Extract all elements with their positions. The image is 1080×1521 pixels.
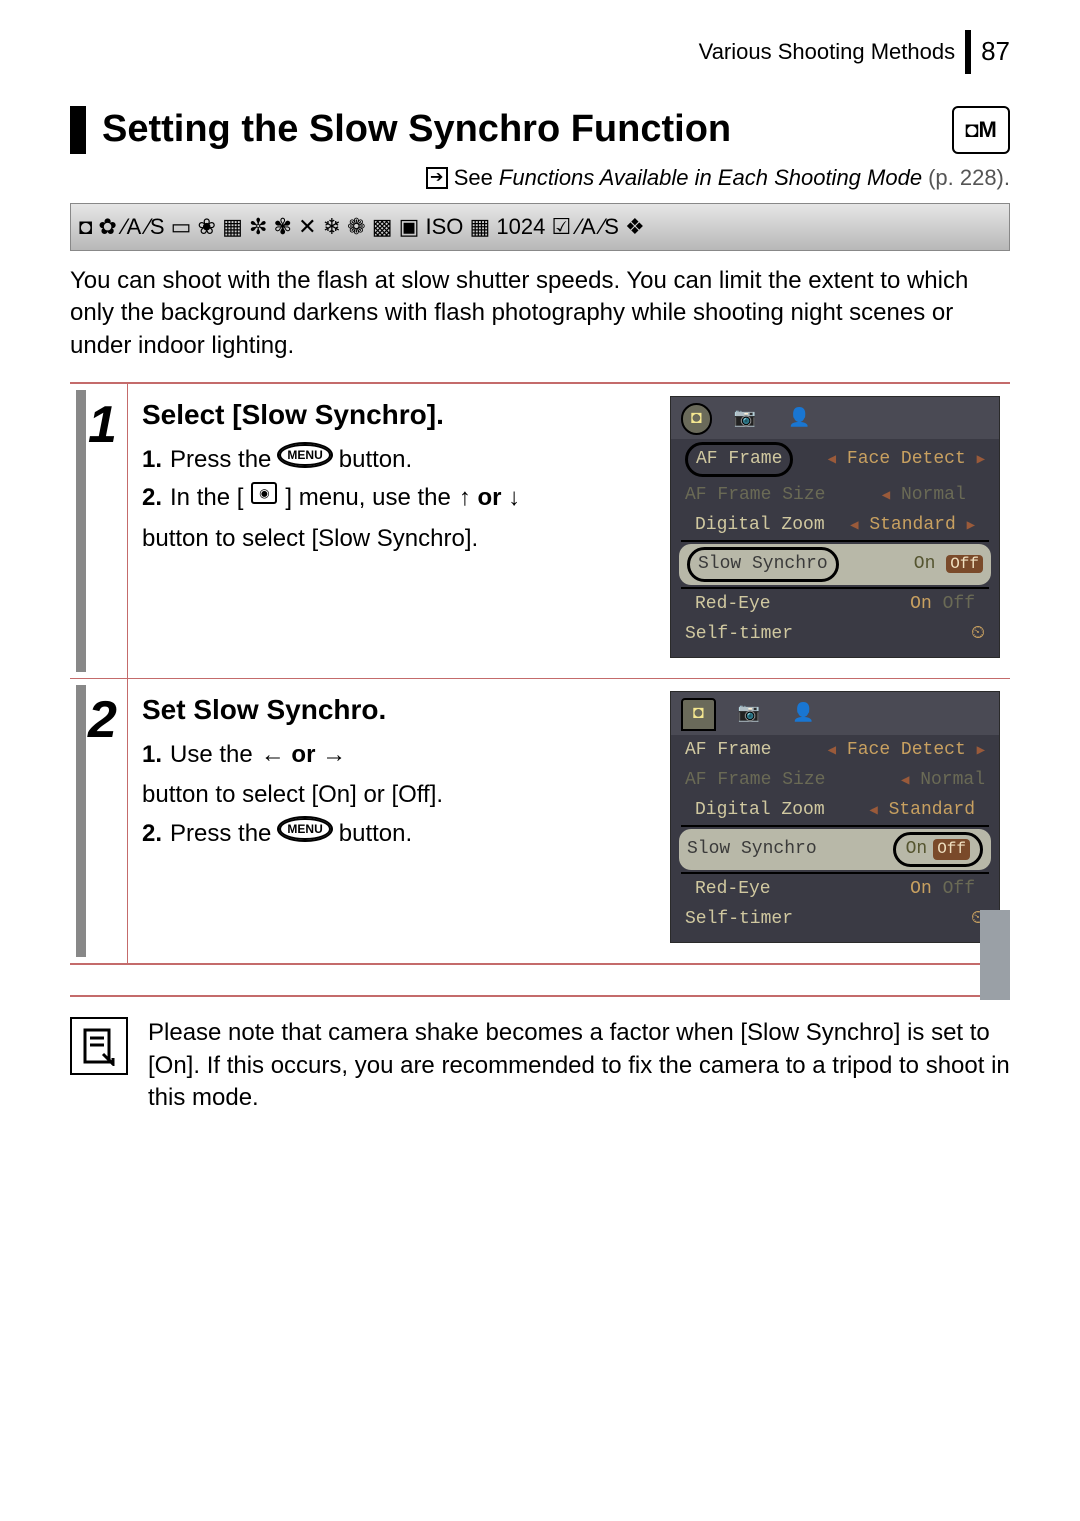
menu-row-highlight: Slow Synchro On Off [679,544,991,584]
step-number: 1 [88,390,117,460]
camera-tab-icon: ◉ [251,482,277,504]
menu-row: AF Frame ◀ Face Detect ▶ [671,735,999,765]
step-row: 2 Set Slow Synchro. 1. Use the ← or → bu… [70,679,1010,963]
side-thumb-tab [980,910,1010,1000]
step-instruction: 2. In the [ ◉ ] menu, use the ↑ or ↓ but… [142,482,654,555]
see-prefix: See [454,163,493,193]
shooting-mode-strip: ◘ ✿ ⁄A ⁄S ▭ ❀ ▦ ✼ ✾ ✕ ❄ ❁ ▩ ▣ ISO ▦ 1024… [70,203,1010,251]
step-number-cell: 2 [70,679,128,963]
note-block: Please note that camera shake becomes a … [70,1017,1010,1114]
menu-row: AF Frame Size ◀ Normal [671,765,999,795]
mode-badge-icon: ◘M [952,106,1010,154]
camera-tab-active: ◘ [681,403,712,435]
arrow-right-icon: ➔ [426,167,448,189]
section-divider [70,995,1010,997]
mode-strip-glyphs: ◘ ✿ ⁄A ⁄S ▭ ❀ ▦ ✼ ✾ ✕ ❄ ❁ ▩ ▣ ISO ▦ 1024… [79,212,645,242]
up-down-arrows-icon: ↑ or ↓ [459,482,520,514]
camera-tab: 📷 [728,700,770,728]
menu-row: Self-timer ⏲ [671,904,999,934]
step-row: 1 Select [Slow Synchro]. 1. Press the ME… [70,384,1010,679]
note-text: Please note that camera shake becomes a … [148,1017,1010,1114]
steps-table: 1 Select [Slow Synchro]. 1. Press the ME… [70,382,1010,965]
step-instruction: 1. Press the MENU button. [142,444,654,476]
camera-tab: 👤 [782,700,824,728]
step-number-cell: 1 [70,384,128,678]
menu-row-highlight: Slow Synchro On Off [679,829,991,869]
section-title: Various Shooting Methods [699,37,955,67]
page-title: Setting the Slow Synchro Function [102,104,936,155]
camera-menu-screenshot: ◘ 📷 👤 AF Frame ◀ Face Detect ▶ AF Frame … [670,691,1000,943]
camera-menu-screenshot: ◘ 📷 👤 AF Frame ◀ Face Detect ▶ AF Frame … [670,396,1000,658]
page-number: 87 [981,34,1010,69]
step-instruction: 1. Use the ← or → button to select [On] … [142,739,654,812]
menu-row: Digital Zoom ◀ Standard [681,795,989,827]
camera-tab-active: ◘ [681,698,716,730]
see-ref-page: (p. 228). [928,163,1010,193]
camera-tabs: ◘ 📷 👤 [671,397,999,439]
step-title: Select [Slow Synchro]. [142,396,654,434]
header-divider [965,30,971,74]
note-icon [70,1017,128,1075]
page-header: Various Shooting Methods 87 [70,30,1010,74]
menu-row: Digital Zoom ◀ Standard ▶ [681,510,989,542]
menu-row: Self-timer ⏲ [671,619,999,649]
step-number: 2 [88,685,117,755]
menu-row: AF Frame Size ◀ Normal ▶ [671,480,999,510]
step-instruction: 2. Press the MENU button. [142,818,654,850]
left-right-arrows-icon: ← or → [261,739,346,771]
camera-tab: 👤 [778,405,820,433]
step-title: Set Slow Synchro. [142,691,654,729]
title-row: Setting the Slow Synchro Function ◘M [70,104,1010,155]
camera-tab: 📷 [724,405,766,433]
menu-button-icon: MENU [279,444,330,466]
title-accent-bar [70,106,86,154]
menu-button-icon: MENU [279,818,330,840]
menu-row: Red-Eye On Off [681,872,989,904]
see-ref-title: Functions Available in Each Shooting Mod… [499,163,922,193]
menu-row: Red-Eye On Off [681,587,989,619]
camera-tabs: ◘ 📷 👤 [671,692,999,734]
menu-row: AF Frame ◀ Face Detect ▶ [671,439,999,479]
see-reference: ➔ See Functions Available in Each Shooti… [70,163,1010,193]
intro-paragraph: You can shoot with the flash at slow shu… [70,265,1010,362]
